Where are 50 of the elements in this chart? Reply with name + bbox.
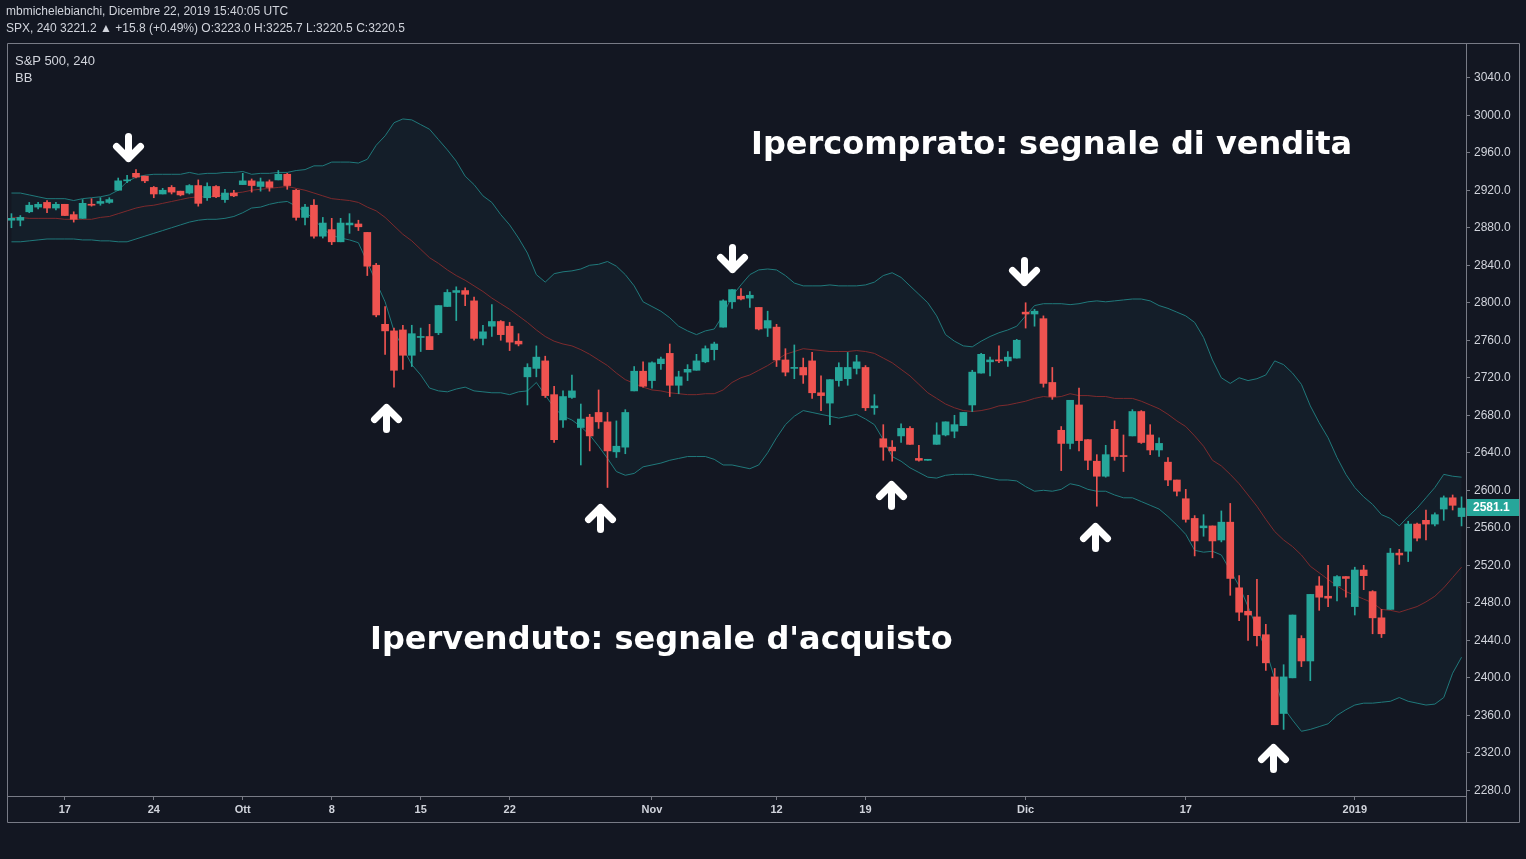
x-tick-label: 17 [58, 802, 71, 815]
candlestick [915, 444, 923, 462]
y-tick-label: 2400.0 [1474, 670, 1512, 685]
text: 2581.1 [1467, 499, 1519, 516]
y-tick-label: 2560.0 [1474, 520, 1512, 535]
candlestick [1359, 564, 1368, 591]
text: S&P 500, 240 [15, 53, 95, 69]
x-tick-label: 12 [770, 802, 783, 815]
y-tick-label: 2440.0 [1474, 632, 1512, 647]
y-tick-label: 2960.0 [1474, 145, 1512, 160]
y-tick-label: 2880.0 [1474, 220, 1512, 235]
candlestick [1342, 576, 1350, 598]
candlestick [879, 424, 888, 461]
x-tick-label: 15 [414, 802, 427, 815]
y-tick-label: 2520.0 [1474, 557, 1512, 572]
y-tick-label: 2360.0 [1474, 707, 1512, 722]
x-tick-label: Dic [1017, 802, 1035, 815]
annotation: Ipercomprato: segnale di vendita [751, 124, 1353, 163]
x-tick-label: 17 [1179, 802, 1192, 815]
x-tick-label: 8 [328, 802, 335, 815]
text: SPX, 240 3221.2 ▲ +15.8 (+0.49%) O:3223.0 H:3225.7 L:3220.5 C:3220.5 [6, 21, 405, 36]
candlestick [461, 287, 469, 306]
x-tick-label: 2019 [1342, 802, 1368, 815]
text: mbmichelebianchi, Dicembre 22, 2019 15:40:05 UTC [6, 4, 289, 19]
candlestick [576, 403, 585, 466]
y-tick-label: 2800.0 [1474, 295, 1512, 310]
x-tick-label: Nov [641, 802, 664, 815]
y-tick-label: 2280.0 [1474, 782, 1512, 797]
candlestick [888, 440, 897, 462]
y-tick-label: 2720.0 [1474, 370, 1512, 385]
candlestick [1422, 509, 1430, 541]
x-tick-label: Ott [234, 802, 252, 815]
annotation: BB [15, 70, 33, 86]
y-tick-label: 2480.0 [1474, 595, 1512, 610]
y-tick-label: 2640.0 [1474, 445, 1512, 460]
y-tick-label: 2320.0 [1474, 745, 1512, 760]
y-tick-label: 3040.0 [1474, 70, 1512, 85]
y-tick-label: 2840.0 [1474, 257, 1512, 272]
candlestick [381, 306, 389, 355]
candlestick [488, 304, 496, 337]
y-tick-label: 2920.0 [1474, 182, 1512, 197]
y-tick-label: 2680.0 [1474, 407, 1512, 422]
x-tick-label: 22 [503, 802, 516, 815]
y-tick-label: 2760.0 [1474, 332, 1512, 347]
y-tick-label: 2600.0 [1474, 482, 1512, 497]
x-tick-label: 19 [859, 802, 872, 815]
annotation: Ipervenduto: segnale d'acquisto [370, 619, 953, 658]
candlestick [790, 344, 799, 380]
y-tick-label: 3000.0 [1474, 107, 1512, 122]
x-tick-label: 24 [147, 802, 161, 815]
